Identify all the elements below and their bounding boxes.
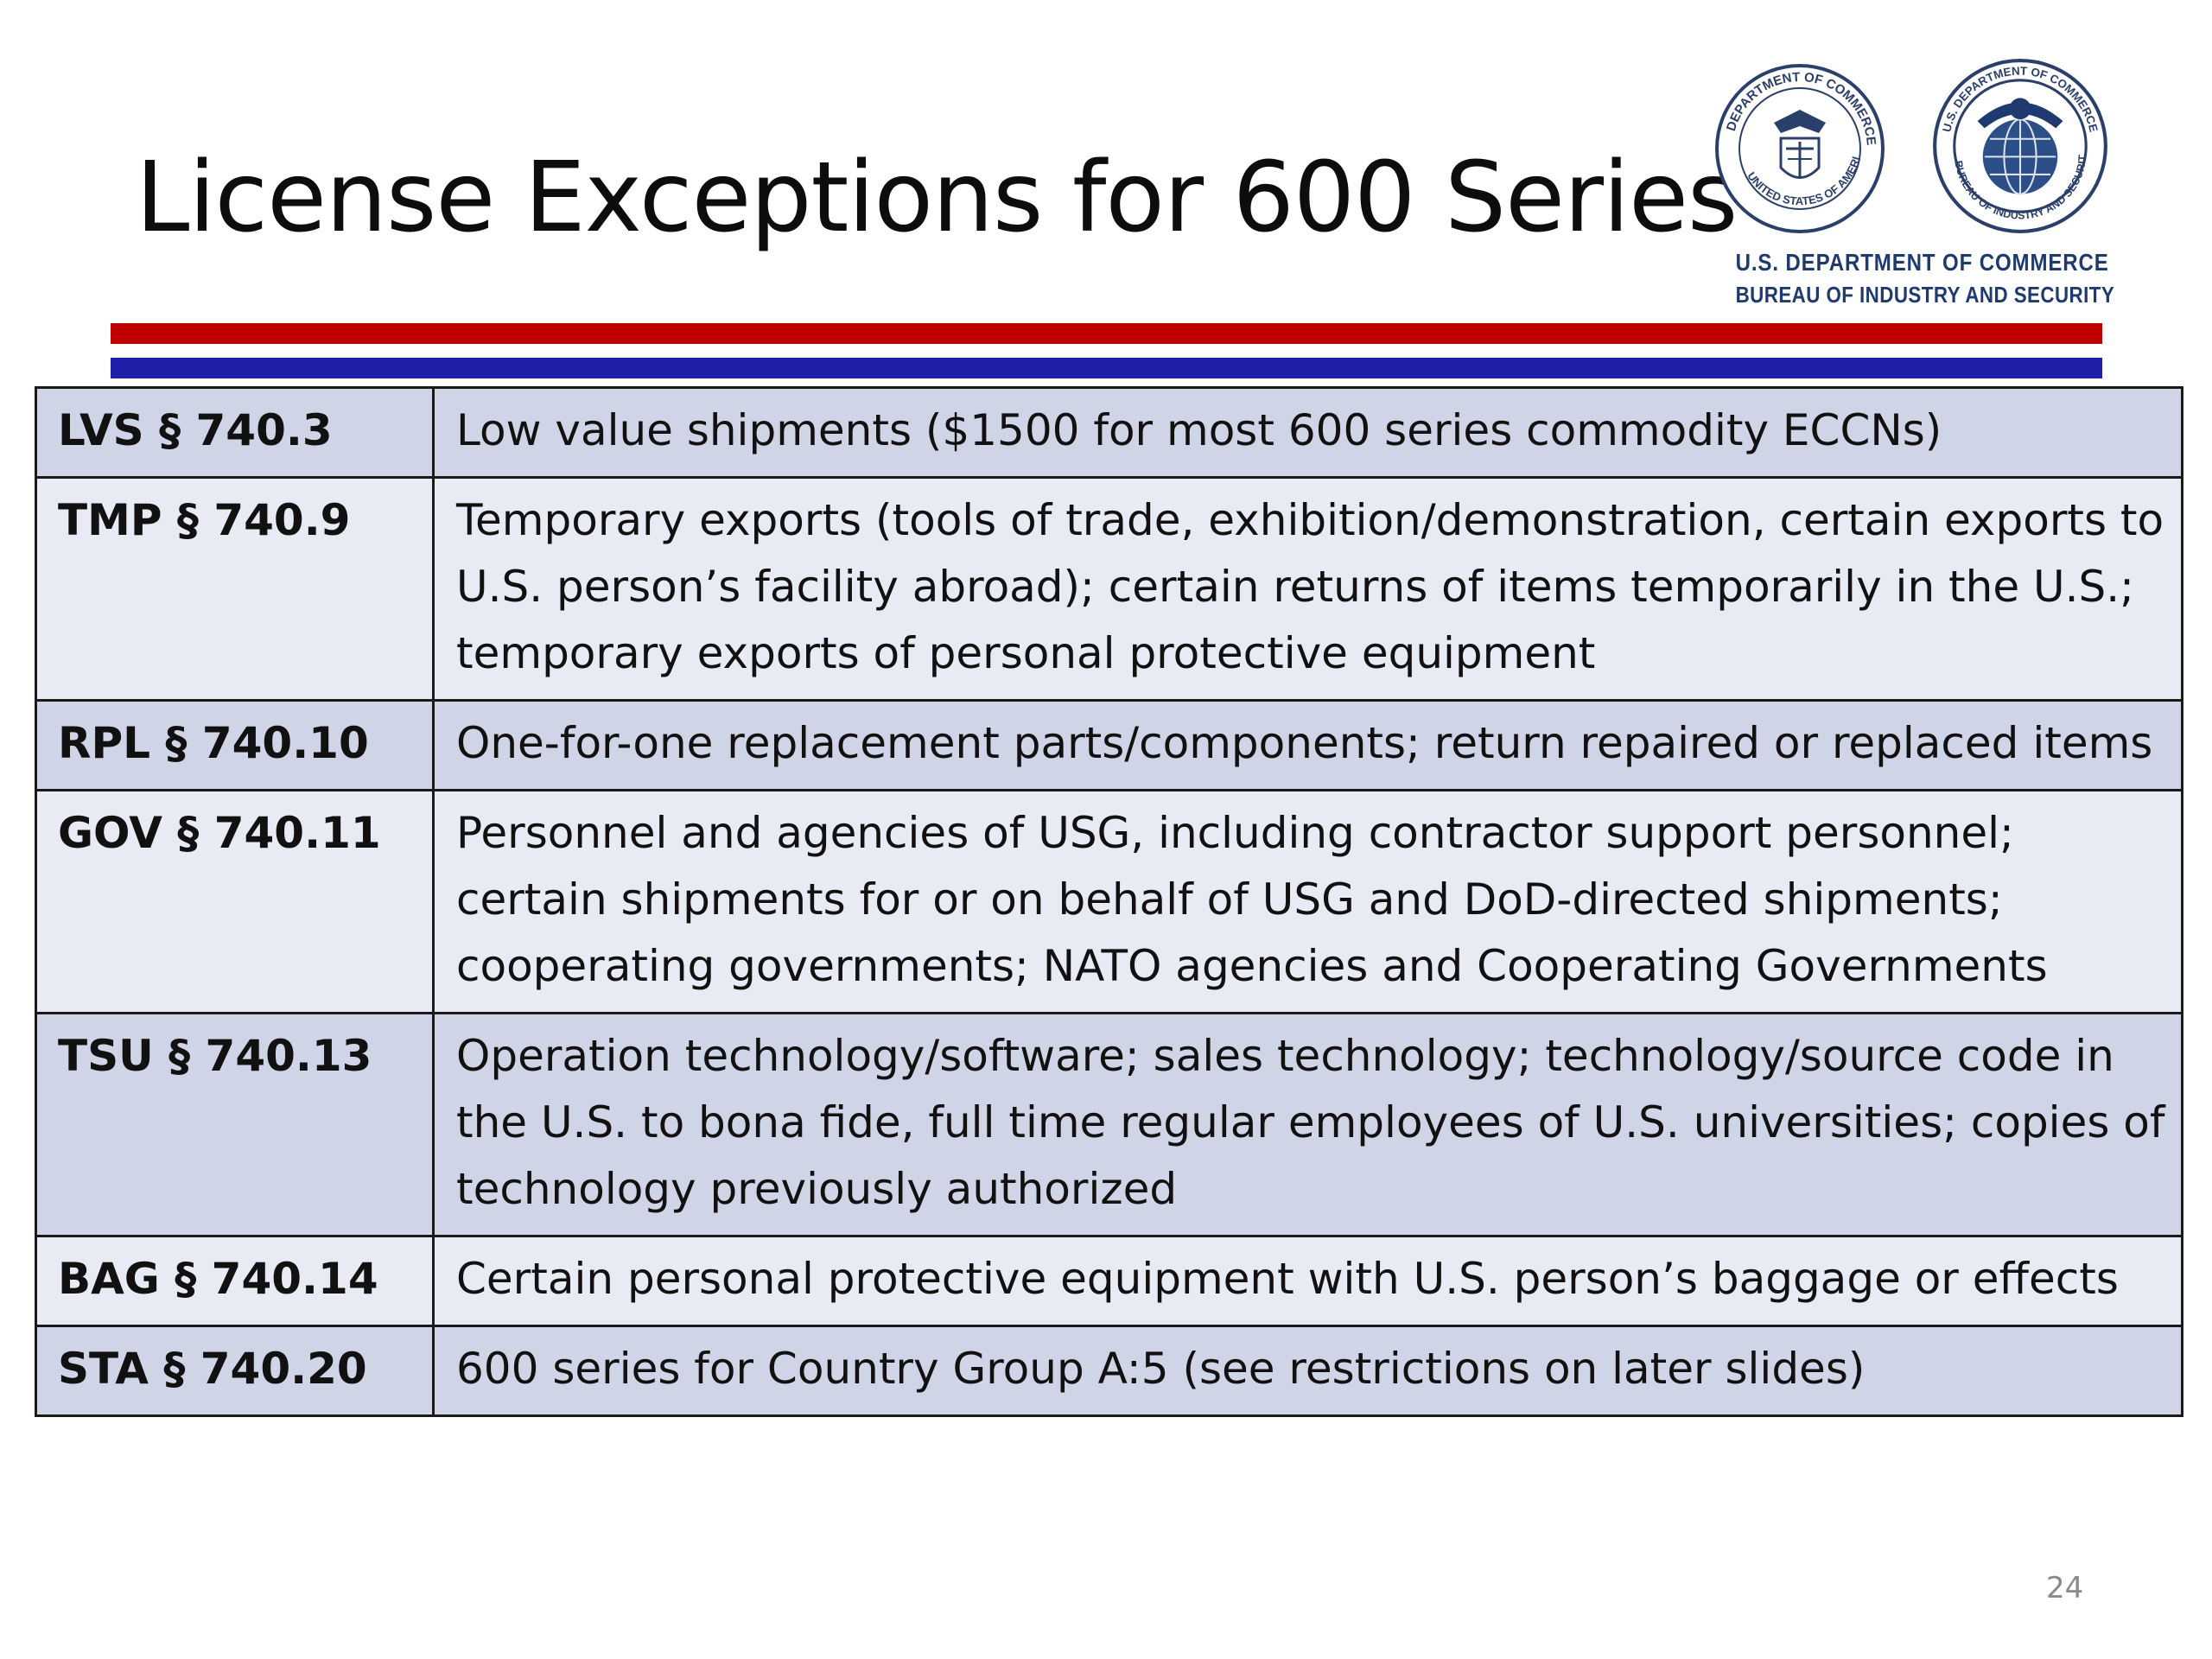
exception-code: BAG § 740.14 xyxy=(35,1235,435,1327)
exception-description: One-for-one replacement parts/components… xyxy=(432,699,2183,791)
department-of-commerce-seal-icon: DEPARTMENT OF COMMERCE UNITED STATES OF … xyxy=(1713,62,1885,233)
exception-code: TMP § 740.9 xyxy=(35,476,435,702)
bis-logo: DEPARTMENT OF COMMERCE UNITED STATES OF … xyxy=(1707,54,2121,321)
table-row: TMP § 740.9 Temporary exports (tools of … xyxy=(35,476,2183,702)
exception-code: TSU § 740.13 xyxy=(35,1012,435,1237)
exception-description: Certain personal protective equipment wi… xyxy=(432,1235,2183,1327)
exception-code: STA § 740.20 xyxy=(35,1325,435,1417)
exception-description: Operation technology/software; sales tec… xyxy=(432,1012,2183,1237)
red-divider-stripe xyxy=(111,323,2102,344)
table-row: BAG § 740.14 Certain personal protective… xyxy=(35,1235,2183,1327)
slide-title: License Exceptions for 600 Series xyxy=(136,142,1738,254)
exception-description: 600 series for Country Group A:5 (see re… xyxy=(432,1325,2183,1417)
exception-code: GOV § 740.11 xyxy=(35,789,435,1014)
agency-name-line-1: U.S. DEPARTMENT OF COMMERCE xyxy=(1735,249,2109,276)
license-exceptions-table: LVS § 740.3 Low value shipments ($1500 f… xyxy=(35,386,2183,1417)
table-row: STA § 740.20 600 series for Country Grou… xyxy=(35,1325,2183,1417)
exception-code: LVS § 740.3 xyxy=(35,386,435,479)
table-row: LVS § 740.3 Low value shipments ($1500 f… xyxy=(35,386,2183,479)
exception-description: Low value shipments ($1500 for most 600 … xyxy=(432,386,2183,479)
exception-description: Personnel and agencies of USG, including… xyxy=(432,789,2183,1014)
exception-code: RPL § 740.10 xyxy=(35,699,435,791)
bureau-of-industry-and-security-seal-icon: U.S. DEPARTMENT OF COMMERCE BUREAU OF IN… xyxy=(1931,57,2107,233)
slide-number: 24 xyxy=(2046,1571,2084,1605)
blue-divider-stripe xyxy=(111,358,2102,378)
table-row: RPL § 740.10 One-for-one replacement par… xyxy=(35,699,2183,791)
table-row: GOV § 740.11 Personnel and agencies of U… xyxy=(35,789,2183,1014)
table-row: TSU § 740.13 Operation technology/softwa… xyxy=(35,1012,2183,1237)
agency-name-line-2: BUREAU OF INDUSTRY AND SECURITY xyxy=(1735,282,2115,308)
exception-description: Temporary exports (tools of trade, exhib… xyxy=(432,476,2183,702)
